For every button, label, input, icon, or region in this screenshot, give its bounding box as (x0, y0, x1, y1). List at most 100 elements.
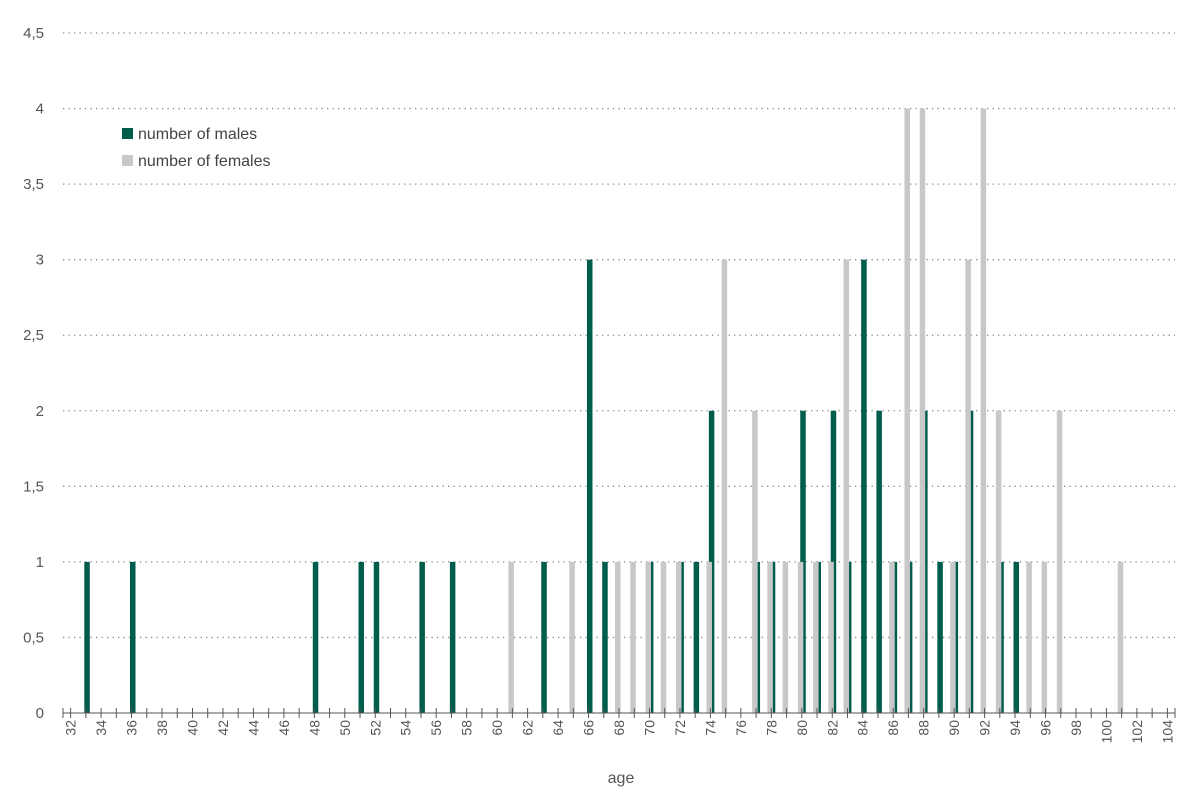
bar-males (312, 561, 319, 713)
bar-females (843, 259, 850, 713)
x-tick-label: 74 (702, 720, 718, 736)
x-tick-label: 98 (1068, 720, 1084, 736)
bar-females (630, 561, 636, 713)
bar-females (706, 561, 712, 713)
legend: number of males number of females (122, 126, 271, 170)
bar-males (937, 561, 943, 713)
bar-males (1013, 561, 1020, 713)
bar-females (889, 561, 895, 713)
bar-females (904, 108, 910, 714)
x-tick-label: 54 (398, 720, 414, 736)
x-axis-label: age (608, 770, 635, 787)
bar-males (602, 561, 608, 713)
x-tick-label: 96 (1038, 720, 1054, 736)
x-tick-label: 36 (124, 720, 140, 736)
x-tick-label: 82 (824, 720, 840, 736)
x-tick-label: 94 (1007, 720, 1023, 736)
bar-females (1056, 410, 1063, 713)
bar-females (569, 561, 575, 713)
x-tick-label: 100 (1098, 720, 1114, 744)
x-tick-label: 38 (154, 720, 170, 736)
y-tick-label: 1 (36, 554, 44, 571)
x-tick-label: 48 (306, 720, 322, 736)
bar-females (797, 561, 804, 713)
grid-lines (63, 32, 1175, 639)
y-tick-label: 0 (36, 705, 44, 722)
y-tick-label: 3,5 (23, 176, 44, 193)
x-tick-label: 34 (93, 720, 109, 736)
y-tick-label: 2,5 (23, 327, 44, 344)
bar-females (980, 108, 987, 714)
legend-label-females: number of females (138, 153, 271, 170)
bar-females (995, 410, 1002, 713)
x-tick-label: 56 (428, 720, 444, 736)
bar-females (660, 561, 667, 713)
x-tick-label: 104 (1159, 720, 1175, 744)
bar-females (721, 259, 728, 713)
y-tick-label: 4 (36, 101, 44, 118)
bar-males (541, 561, 547, 713)
x-tick-label: 66 (581, 720, 597, 736)
x-tick-label: 68 (611, 720, 627, 736)
bar-males (586, 259, 593, 713)
bar-males (129, 561, 136, 713)
y-tick-label: 0,5 (23, 629, 44, 646)
bar-females (965, 259, 971, 713)
legend-swatch-females (122, 155, 133, 166)
x-tick-label: 86 (885, 720, 901, 736)
x-tick-label: 52 (367, 720, 383, 736)
x-tick-label: 70 (641, 720, 657, 736)
bar-females (950, 561, 956, 713)
bar-males (693, 561, 700, 713)
bar-females (813, 561, 819, 713)
x-axis: 32 34 36 38 40 42 44 46 48 50 52 54 56 58 60 62 64 66 68 70… (62, 708, 1176, 744)
bar-females (752, 410, 758, 713)
x-tick-label: 50 (337, 720, 353, 736)
x-tick-label: 42 (215, 720, 231, 736)
x-tick-label: 76 (733, 720, 749, 736)
bar-females (828, 561, 834, 713)
x-tick-label: 80 (794, 720, 810, 736)
bar-females (1041, 561, 1048, 713)
bar-males (373, 561, 380, 713)
x-tick-label: 92 (977, 720, 993, 736)
bar-females (615, 561, 621, 713)
bar-males (419, 561, 425, 713)
bar-females (919, 108, 926, 714)
x-tick-label: 58 (459, 720, 475, 736)
bar-females (767, 561, 773, 713)
x-tick-label: 90 (946, 720, 962, 736)
y-axis: 0 0,5 1 1,5 2 2,5 3 3,5 4 4,5 (23, 25, 44, 722)
x-tick-label: 78 (763, 720, 779, 736)
bar-males (861, 259, 867, 713)
x-tick-label: 46 (276, 720, 292, 736)
legend-swatch-males (122, 128, 133, 139)
bar-females (508, 561, 514, 713)
x-tick-label: 60 (489, 720, 505, 736)
bar-females (782, 561, 789, 713)
x-tick-label: 88 (916, 720, 932, 736)
bar-males (84, 561, 90, 713)
x-tick-label: 40 (184, 720, 200, 736)
y-tick-label: 4,5 (23, 25, 44, 42)
bar-females (1117, 561, 1124, 713)
x-tick-label: 72 (672, 720, 688, 736)
x-tick-label: 84 (855, 720, 871, 736)
legend-label-males: number of males (138, 126, 257, 143)
bar-males (358, 561, 364, 713)
bar-females (675, 561, 682, 713)
bar-males (876, 410, 882, 713)
x-tick-label: 62 (520, 720, 536, 736)
bar-females (1026, 561, 1032, 713)
bar-females (645, 561, 652, 713)
x-tick-label: 44 (245, 720, 261, 736)
bar-males (449, 561, 456, 713)
y-tick-label: 1,5 (23, 478, 44, 495)
bars (84, 108, 1124, 714)
y-tick-label: 3 (36, 252, 44, 269)
x-tick-label: 32 (63, 720, 79, 736)
x-tick-label: 64 (550, 720, 566, 736)
y-tick-label: 2 (36, 403, 44, 420)
x-tick-label: 102 (1129, 720, 1145, 744)
